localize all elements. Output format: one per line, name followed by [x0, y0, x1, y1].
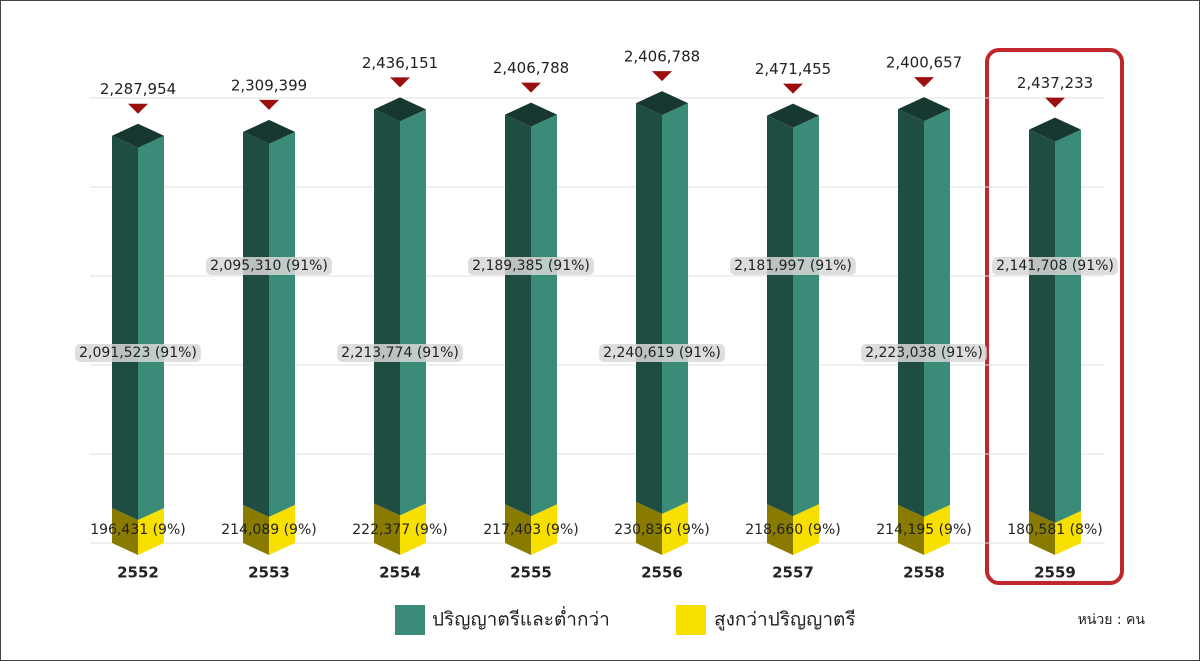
bar-face-right: [662, 501, 688, 555]
data-label: 2,240,619 (91%): [603, 345, 721, 361]
total-marker: [128, 103, 148, 114]
bar-top: [767, 103, 819, 128]
bar-face-right: [269, 504, 295, 555]
data-label-bg: [599, 344, 725, 362]
data-label: 2,095,310 (91%): [210, 258, 328, 274]
bar-top: [636, 91, 688, 116]
bar-face-left: [898, 109, 924, 517]
data-label: 214,195 (9%): [876, 522, 971, 538]
bar-face-right: [1055, 510, 1081, 555]
legend-label: ปริญญาตรีและต่ำกว่า: [432, 606, 610, 631]
x-tick-label: 2553: [248, 564, 290, 582]
total-label: 2,437,233: [1017, 74, 1093, 92]
bar-face-left: [505, 114, 531, 517]
bar-face-left: [243, 131, 269, 517]
total-label: 2,471,455: [755, 60, 831, 78]
bar-face-right: [531, 114, 557, 517]
x-tick-label: 2554: [379, 564, 421, 582]
bar-face-right: [662, 103, 688, 514]
data-label-bg: [730, 257, 856, 275]
data-label: 2,189,385 (91%): [472, 258, 590, 274]
data-label: 217,403 (9%): [483, 522, 578, 538]
bar-top: [898, 97, 950, 122]
total-marker: [783, 83, 803, 94]
data-label-bg: [861, 344, 987, 362]
x-tick-label: 2552: [117, 564, 159, 582]
bar-face-right: [138, 508, 164, 555]
x-tick-label: 2558: [903, 564, 945, 582]
x-tick-label: 2557: [772, 564, 814, 582]
bar-face-right: [400, 503, 426, 555]
data-label-bg: [206, 257, 332, 275]
bar-face-right: [793, 115, 819, 517]
bar-face-left: [374, 109, 400, 516]
total-marker: [914, 77, 934, 88]
total-label: 2,406,788: [493, 59, 569, 77]
bar-face-right: [1055, 129, 1081, 523]
bar-top: [505, 102, 557, 127]
legend-swatch: [395, 605, 425, 635]
total-marker: [1045, 97, 1065, 108]
data-label: 230,836 (9%): [614, 522, 709, 538]
highlight-box: [985, 48, 1124, 585]
data-label-bg: [468, 257, 594, 275]
bar-face-left: [767, 115, 793, 517]
data-label: 196,431 (9%): [90, 522, 185, 538]
bar-top: [374, 97, 426, 122]
total-label: 2,309,399: [231, 76, 307, 94]
total-marker: [652, 71, 672, 82]
bar-top: [243, 119, 295, 144]
bar-face-left: [1029, 510, 1055, 555]
data-label: 2,181,997 (91%): [734, 258, 852, 274]
x-tick-label: 2555: [510, 564, 552, 582]
bar-face-left: [112, 508, 138, 555]
total-label: 2,400,657: [886, 54, 962, 72]
total-label: 2,287,954: [100, 80, 176, 98]
unit-note: หน่วย : คน: [1078, 612, 1146, 628]
total-marker: [259, 99, 279, 110]
data-label: 2,223,038 (91%): [865, 345, 983, 361]
x-tick-label: 2559: [1034, 564, 1076, 582]
bar-face-left: [243, 504, 269, 555]
bar-face-right: [924, 504, 950, 555]
bar-face-left: [505, 504, 531, 555]
bar-face-right: [400, 109, 426, 516]
bar-face-left: [112, 135, 138, 521]
bar-face-right: [793, 504, 819, 555]
data-label: 2,213,774 (91%): [341, 345, 459, 361]
bar-face-left: [374, 503, 400, 555]
bar-face-left: [636, 501, 662, 555]
bar-face-left: [636, 103, 662, 514]
legend-label: สูงกว่าปริญญาตรี: [714, 609, 856, 631]
total-label: 2,406,788: [624, 48, 700, 66]
data-label: 222,377 (9%): [352, 522, 447, 538]
data-label: 214,089 (9%): [221, 522, 316, 538]
bar-top: [1029, 117, 1081, 142]
bar-top: [112, 123, 164, 148]
x-tick-label: 2556: [641, 564, 683, 582]
total-label: 2,436,151: [362, 54, 438, 72]
data-label: 2,141,708 (91%): [996, 258, 1114, 274]
total-marker: [521, 82, 541, 93]
bar-face-right: [531, 504, 557, 555]
data-label: 218,660 (9%): [745, 522, 840, 538]
data-label: 180,581 (8%): [1007, 522, 1102, 538]
data-label-bg: [992, 257, 1118, 275]
bar-face-right: [269, 131, 295, 517]
bar-face-left: [1029, 129, 1055, 523]
data-label: 2,091,523 (91%): [79, 345, 197, 361]
data-label-bg: [75, 344, 201, 362]
bar-face-right: [924, 109, 950, 517]
bar-face-left: [767, 504, 793, 555]
legend-swatch: [676, 605, 706, 635]
data-label-bg: [337, 344, 463, 362]
bar-face-left: [898, 504, 924, 555]
total-marker: [390, 77, 410, 88]
bar-face-right: [138, 135, 164, 521]
